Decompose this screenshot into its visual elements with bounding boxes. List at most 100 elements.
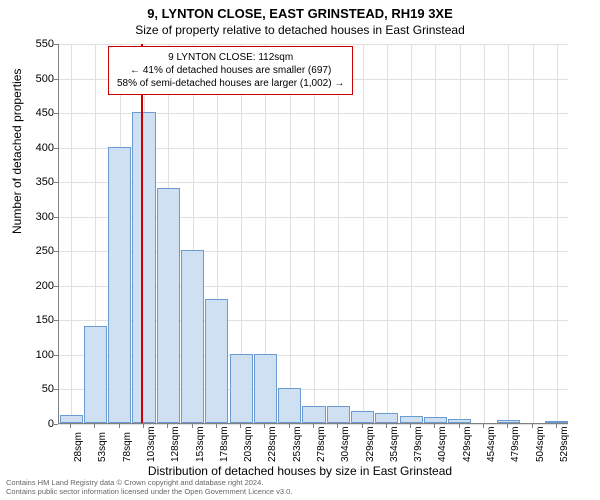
xtick-mark: [483, 424, 484, 428]
xtick-mark: [459, 424, 460, 428]
plot-area: [58, 44, 568, 424]
xtick-label: 379sqm: [413, 426, 424, 462]
ytick-mark: [54, 79, 58, 80]
histogram-bar: [400, 416, 423, 423]
histogram-bar: [278, 388, 301, 423]
xtick-label: 504sqm: [535, 426, 546, 462]
ytick-label: 200: [22, 280, 54, 292]
y-axis-label: Number of detached properties: [10, 69, 24, 234]
marker-line: [141, 44, 143, 423]
xtick-label: 529sqm: [559, 426, 570, 462]
ytick-mark: [54, 355, 58, 356]
xtick-label: 454sqm: [486, 426, 497, 462]
histogram-bar: [108, 147, 131, 423]
xtick-mark: [313, 424, 314, 428]
xtick-mark: [119, 424, 120, 428]
ytick-label: 350: [22, 176, 54, 188]
x-axis-label: Distribution of detached houses by size …: [0, 464, 600, 478]
ytick-label: 0: [22, 418, 54, 430]
ytick-mark: [54, 113, 58, 114]
histogram-bar: [497, 420, 520, 423]
ytick-label: 500: [22, 73, 54, 85]
ytick-label: 100: [22, 349, 54, 361]
chart-container: { "chart": { "type": "histogram", "title…: [0, 0, 600, 500]
xtick-mark: [264, 424, 265, 428]
histogram-bar: [230, 354, 253, 423]
gridline-v: [71, 44, 72, 423]
xtick-mark: [192, 424, 193, 428]
gridline-v: [338, 44, 339, 423]
attribution-line2: Contains public sector information licen…: [6, 487, 292, 496]
ytick-mark: [54, 320, 58, 321]
xtick-label: 429sqm: [462, 426, 473, 462]
xtick-label: 354sqm: [389, 426, 400, 462]
ytick-label: 250: [22, 245, 54, 257]
gridline-v: [387, 44, 388, 423]
attribution-line1: Contains HM Land Registry data © Crown c…: [6, 478, 292, 487]
gridline-v: [290, 44, 291, 423]
histogram-bar: [132, 112, 155, 423]
xtick-mark: [362, 424, 363, 428]
xtick-label: 203sqm: [243, 426, 254, 462]
annotation-box: 9 LYNTON CLOSE: 112sqm ← 41% of detached…: [108, 46, 353, 95]
ytick-mark: [54, 217, 58, 218]
annotation-line3: 58% of semi-detached houses are larger (…: [117, 77, 344, 90]
xtick-label: 178sqm: [219, 426, 230, 462]
xtick-label: 78sqm: [122, 432, 133, 462]
ytick-mark: [54, 286, 58, 287]
gridline-v: [435, 44, 436, 423]
gridline-v: [508, 44, 509, 423]
xtick-mark: [94, 424, 95, 428]
gridline-v: [460, 44, 461, 423]
histogram-bar: [254, 354, 277, 423]
chart-subtitle: Size of property relative to detached ho…: [0, 23, 600, 37]
xtick-label: 479sqm: [510, 426, 521, 462]
ytick-label: 150: [22, 314, 54, 326]
histogram-bar: [302, 406, 325, 423]
xtick-label: 53sqm: [97, 432, 108, 462]
gridline-v: [411, 44, 412, 423]
ytick-label: 400: [22, 142, 54, 154]
xtick-mark: [167, 424, 168, 428]
histogram-bar: [448, 419, 471, 423]
ytick-label: 300: [22, 211, 54, 223]
histogram-bar: [327, 406, 350, 423]
chart-title: 9, LYNTON CLOSE, EAST GRINSTEAD, RH19 3X…: [0, 6, 600, 21]
xtick-mark: [507, 424, 508, 428]
histogram-bar: [424, 417, 447, 423]
gridline-v: [484, 44, 485, 423]
xtick-mark: [434, 424, 435, 428]
xtick-label: 103sqm: [146, 426, 157, 462]
xtick-label: 404sqm: [437, 426, 448, 462]
xtick-label: 28sqm: [73, 432, 84, 462]
ytick-mark: [54, 44, 58, 45]
histogram-bar: [84, 326, 107, 423]
gridline-v: [533, 44, 534, 423]
xtick-label: 329sqm: [365, 426, 376, 462]
ytick-mark: [54, 424, 58, 425]
xtick-mark: [532, 424, 533, 428]
ytick-mark: [54, 182, 58, 183]
ytick-label: 450: [22, 107, 54, 119]
xtick-mark: [289, 424, 290, 428]
xtick-mark: [70, 424, 71, 428]
histogram-bar: [545, 421, 568, 423]
xtick-label: 128sqm: [170, 426, 181, 462]
annotation-line2: ← 41% of detached houses are smaller (69…: [117, 64, 344, 77]
xtick-label: 228sqm: [267, 426, 278, 462]
xtick-mark: [216, 424, 217, 428]
xtick-mark: [337, 424, 338, 428]
histogram-bar: [351, 411, 374, 423]
ytick-mark: [54, 389, 58, 390]
gridline-v: [557, 44, 558, 423]
xtick-label: 278sqm: [316, 426, 327, 462]
histogram-bar: [60, 415, 83, 423]
xtick-mark: [556, 424, 557, 428]
histogram-bar: [205, 299, 228, 423]
annotation-line1: 9 LYNTON CLOSE: 112sqm: [117, 51, 344, 64]
xtick-mark: [386, 424, 387, 428]
xtick-label: 253sqm: [292, 426, 303, 462]
histogram-bar: [157, 188, 180, 423]
xtick-mark: [143, 424, 144, 428]
xtick-label: 304sqm: [340, 426, 351, 462]
